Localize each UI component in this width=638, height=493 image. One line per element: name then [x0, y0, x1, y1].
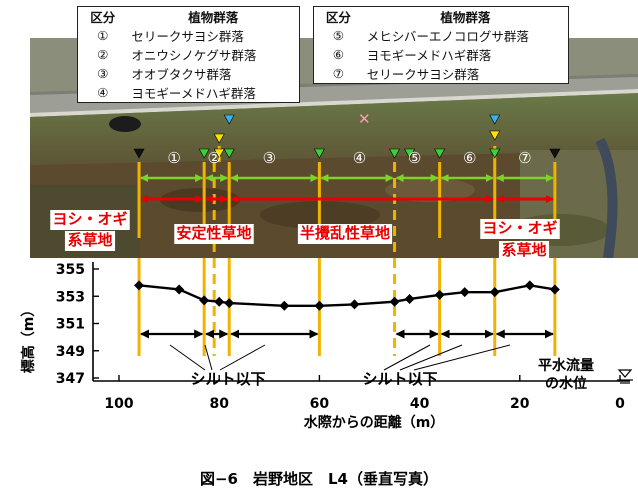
silt-leader-line: [399, 344, 463, 371]
zone-label-yoshi-left-bg: [50, 210, 130, 230]
legend-id: ④: [97, 85, 109, 100]
legend-community: メヒシバーエノコログサ群落: [366, 29, 529, 44]
legend-table-left: 区分 植物群落 ① セリークサヨシ群落 ② オニウシノケグサ群落 ③ オオブタク…: [77, 6, 300, 103]
legend-community: オオブタクサ群落: [131, 67, 232, 82]
figure-caption: 図−6 岩野地区 L4（垂直写真）: [200, 470, 438, 488]
elevation-point: [524, 280, 535, 291]
silt-leader-line: [204, 344, 213, 371]
chart-panel: [30, 258, 638, 378]
zone-label-yoshi-right: ヨシ・オギ: [482, 219, 557, 237]
elevation-point: [434, 289, 445, 300]
legend-id: ⑥: [332, 47, 344, 62]
legend-community: ヨモギーメドハギ群落: [131, 86, 256, 101]
elevation-point: [389, 296, 400, 307]
x-axis-label: 水際からの距離（m）: [304, 414, 445, 431]
zone-number: ⑦: [518, 149, 531, 167]
elevation-point: [279, 300, 290, 311]
triangle-marker: [389, 148, 401, 159]
y-tick-label: 351: [56, 317, 85, 333]
zone-label-yoshi-right-bg: [480, 219, 560, 239]
elevation-point: [224, 298, 235, 309]
zone-label-yoshi-left: 系草地: [67, 231, 112, 249]
zone-label-yoshi-right: 系草地: [501, 241, 546, 259]
x-tick-label: 40: [410, 396, 430, 412]
triangle-marker: [489, 114, 501, 125]
y-axis-label: 標高（m）: [20, 303, 37, 374]
legend-community: セリークサヨシ群落: [366, 67, 480, 82]
y-tick-label: 353: [56, 289, 85, 305]
triangle-marker: [213, 133, 225, 144]
x-tick-label: 80: [209, 396, 229, 412]
zone-label-yoshi-right-bg: [498, 241, 550, 261]
triangle-marker: [223, 114, 235, 125]
legend-community: ヨモギーメドハギ群落: [366, 48, 492, 63]
zone-label-semi: 半攪乱性草地: [300, 224, 390, 242]
water-level-icon: [617, 369, 633, 378]
x-tick-label: 60: [310, 396, 330, 412]
legend-header-category: 区分: [325, 10, 351, 25]
silt-leader-line: [169, 344, 206, 371]
legend-id: ②: [97, 47, 109, 62]
zone-number: ⑥: [463, 149, 476, 167]
triangle-marker: [434, 148, 446, 159]
legend-id: ③: [97, 66, 109, 81]
triangle-marker: [213, 148, 225, 159]
legend-table-right: 区分 植物群落 ⑤ メヒシバーエノコログサ群落 ⑥ ヨモギーメドハギ群落 ⑦ セ…: [313, 6, 569, 84]
zone-number: ③: [263, 149, 276, 167]
elevation-point: [174, 284, 185, 295]
triangle-marker: [489, 130, 501, 141]
silt-label-right: シルト以下: [362, 370, 437, 388]
legend-header-community: 植物群落: [188, 10, 239, 25]
zone-label-stable-bg: [174, 224, 254, 244]
zone-number: ①: [167, 149, 180, 167]
zone-label-stable: 安定性草地: [176, 224, 251, 242]
zone-label-semi-bg: [297, 224, 393, 244]
silt-label-left: シルト以下: [190, 370, 265, 388]
elevation-point: [549, 284, 560, 295]
zone-number: ②: [207, 149, 220, 167]
x-tick-label: 0: [615, 396, 625, 412]
triangle-marker: [223, 148, 235, 159]
y-tick-label: 347: [56, 371, 85, 387]
triangle-marker: [198, 148, 210, 159]
triangle-marker: [313, 148, 325, 159]
zone-number: ④: [353, 149, 366, 167]
y-tick-label: 349: [56, 344, 85, 360]
zone-label-yoshi-left-bg: [64, 231, 116, 251]
legend-id: ⑦: [332, 66, 344, 81]
elevation-point: [134, 280, 145, 291]
elevation-point: [404, 293, 415, 304]
x-tick-label: 20: [510, 396, 530, 412]
water-level-label: の水位: [545, 375, 587, 392]
legend-id: ⑤: [332, 28, 344, 43]
legend-header-community: 植物群落: [440, 10, 491, 25]
zone-label-yoshi-left: ヨシ・オギ: [52, 210, 127, 228]
y-tick-label: 355: [56, 262, 85, 278]
svg-text:✕: ✕: [358, 110, 371, 128]
silt-leader-line: [413, 344, 511, 371]
legend-community: セリークサヨシ群落: [131, 29, 244, 44]
triangle-marker: [404, 148, 416, 159]
triangle-marker: [489, 148, 501, 159]
zone-number: ⑤: [408, 149, 421, 167]
triangle-marker: [133, 148, 145, 159]
elevation-point: [199, 295, 210, 306]
silt-leader-line: [219, 344, 266, 371]
elevation-point: [349, 299, 360, 310]
silt-leader-line: [383, 344, 431, 371]
triangle-marker: [549, 148, 561, 159]
x-tick-label: 100: [104, 396, 133, 412]
elevation-point: [214, 296, 225, 307]
water-level-label: 平水流量: [538, 357, 594, 374]
elevation-point: [459, 287, 470, 298]
elevation-point: [489, 287, 500, 298]
legend-header-category: 区分: [90, 10, 116, 25]
legend-id: ①: [97, 28, 109, 43]
legend-community: オニウシノケグサ群落: [131, 48, 257, 63]
elevation-point: [314, 300, 325, 311]
